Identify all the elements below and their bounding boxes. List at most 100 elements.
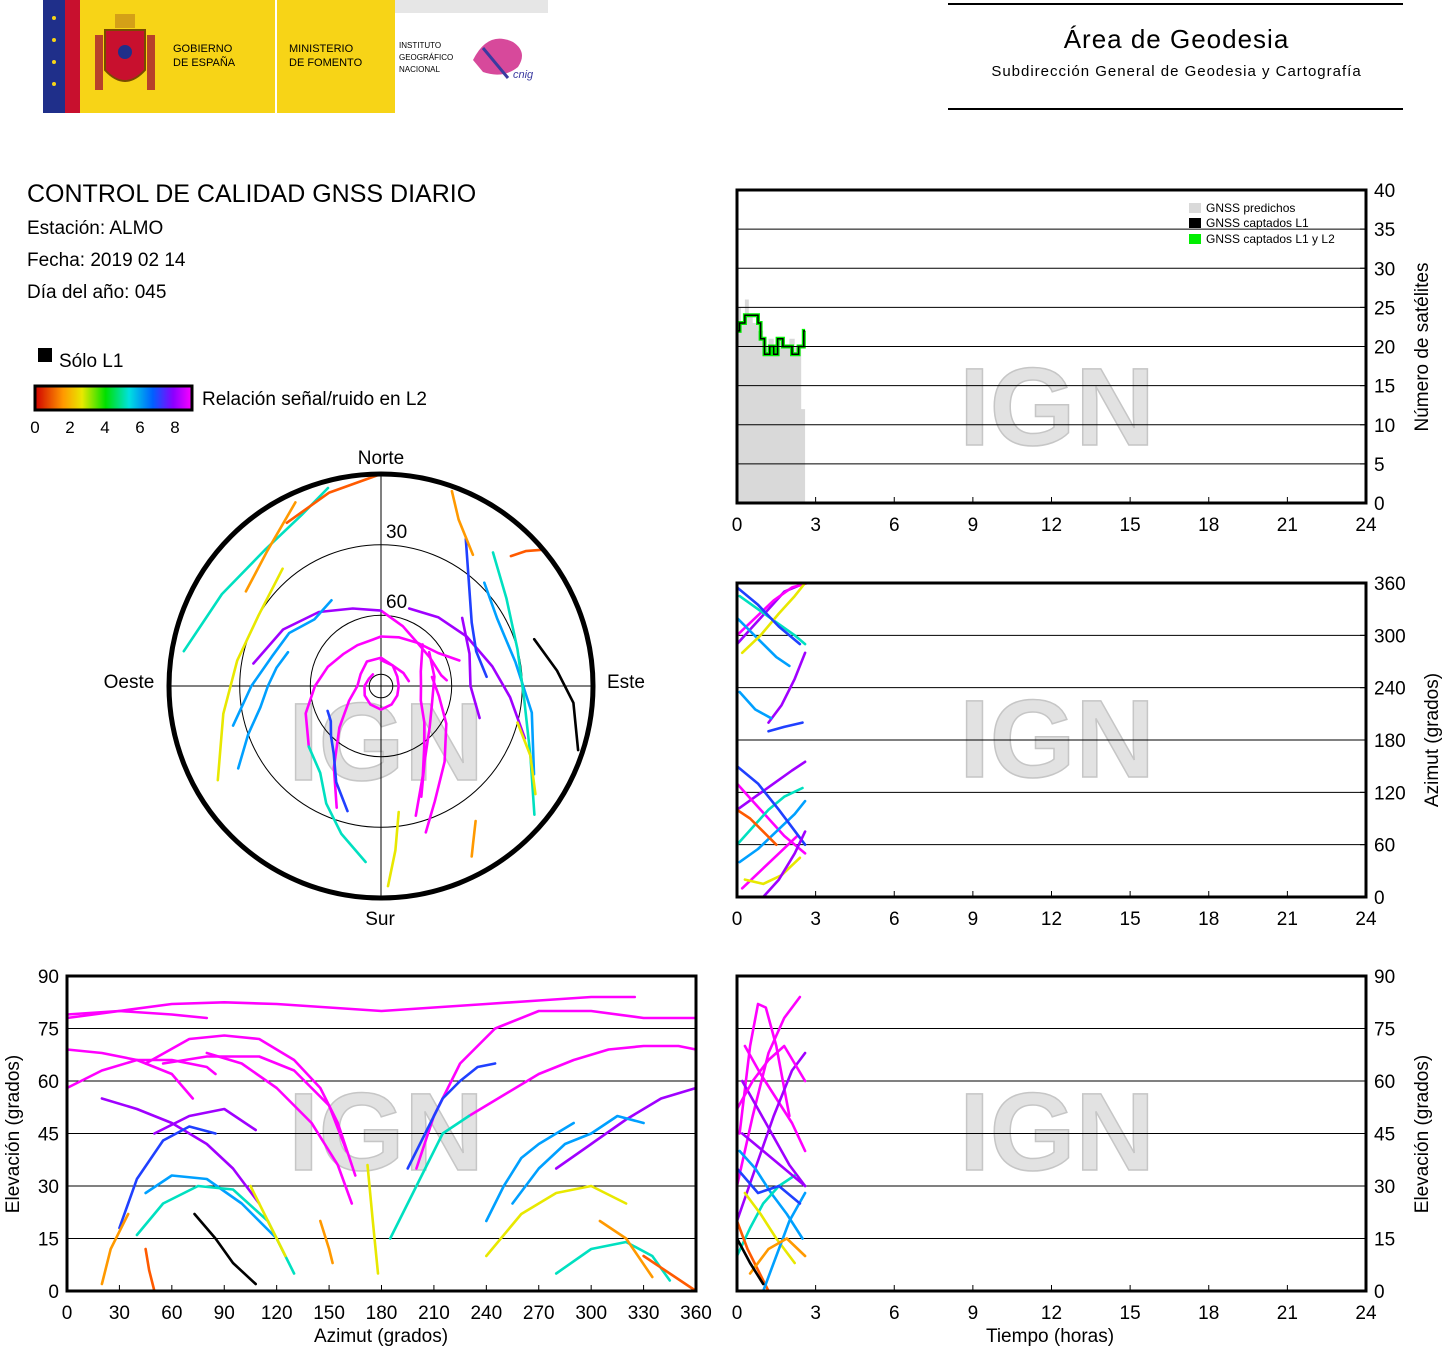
skyplot-track-19 xyxy=(285,472,383,525)
azimuth-ytick-label: 120 xyxy=(1374,783,1406,804)
azimuth-track-5 xyxy=(735,586,802,646)
snr-tick-6: 6 xyxy=(135,418,144,437)
satellite-count-chart: Número de satélites IGN05101520253035400… xyxy=(732,181,1433,536)
snr-tick-8: 8 xyxy=(170,418,179,437)
azimuth-xtick-label: 21 xyxy=(1277,909,1298,930)
legend-l1-swatch xyxy=(1189,218,1201,228)
l1-only-swatch xyxy=(38,348,52,362)
skyplot-track-23 xyxy=(532,637,580,752)
azimuth-track-4 xyxy=(740,581,807,655)
skyplot-ring60-label: 60 xyxy=(386,592,407,613)
l1-only-label: Sólo L1 xyxy=(59,351,123,372)
skyplot-track-28 xyxy=(516,721,537,796)
elaz-xtick-label: 360 xyxy=(680,1303,712,1324)
elt-grid: 0 15 30 45 60 75 90 0 3 6 9 12 15 18 21 24 xyxy=(732,967,1395,1324)
station-label: Estación: ALMO xyxy=(27,218,164,239)
legend-predicted-swatch xyxy=(1189,203,1201,213)
skyplot-track-15 xyxy=(326,709,349,813)
elt-track-8 xyxy=(743,1191,796,1265)
snr-colorbar xyxy=(33,384,194,412)
skyplot: IGN Norte Sur Este Oeste 30 60 xyxy=(104,448,645,930)
azimuth-track-15 xyxy=(743,856,802,886)
header-rule-top xyxy=(948,3,1403,5)
count-xtick-label: 9 xyxy=(968,515,979,536)
skyplot-horizon xyxy=(166,471,596,901)
skyplot-track-25 xyxy=(386,810,400,888)
skyplot-track-3 xyxy=(379,609,448,682)
azimuth-track-7 xyxy=(738,690,773,720)
elt-xtick-label: 9 xyxy=(968,1303,979,1324)
azimuth-xtick-label: 15 xyxy=(1120,909,1141,930)
azimuth-xtick-label: 0 xyxy=(732,909,743,930)
elt-watermark: IGN xyxy=(959,1071,1155,1194)
azimuth-track-8 xyxy=(767,721,804,733)
skyplot-track-6 xyxy=(424,675,448,834)
elt-xlabel: Tiempo (horas) xyxy=(986,1326,1114,1347)
skyplot-base: IGN xyxy=(169,474,593,898)
elaz-track-21 xyxy=(144,1174,278,1240)
azimuth-track-6 xyxy=(767,651,807,724)
elaz-ytick-label: 30 xyxy=(38,1177,59,1198)
skyplot-track-16 xyxy=(307,745,367,864)
elt-ytick-label: 60 xyxy=(1374,1072,1395,1093)
skyplot-track-14 xyxy=(236,650,290,770)
elaz-xtick-label: 0 xyxy=(62,1303,73,1324)
count-legend: GNSS predichos GNSS captados L1 GNSS cap… xyxy=(1189,201,1335,246)
skyplot-track-5 xyxy=(420,650,436,798)
elt-track-2 xyxy=(743,1044,807,1153)
elaz-track-26 xyxy=(144,1247,156,1293)
elaz-ytick-label: 90 xyxy=(38,967,59,988)
skyplot-ring-60 xyxy=(309,614,453,758)
elt-track-9 xyxy=(735,1219,770,1293)
elt-xtick-label: 21 xyxy=(1277,1303,1298,1324)
skyplot-track-13 xyxy=(231,599,333,727)
skyplot-north-label: Norte xyxy=(358,448,404,469)
skyplot-track-27 xyxy=(470,819,477,858)
institute-band xyxy=(395,0,548,13)
elt-ytick-label: 45 xyxy=(1374,1125,1395,1146)
elaz-track-23 xyxy=(193,1212,257,1286)
count-xtick-label: 15 xyxy=(1120,515,1141,536)
count-xtick-label: 3 xyxy=(810,515,821,536)
count-ytick-label: 0 xyxy=(1374,494,1385,515)
elaz-track-8 xyxy=(153,1107,257,1135)
azimuth-track-9 xyxy=(735,760,807,812)
count-border xyxy=(735,188,1368,505)
elaz-track-1 xyxy=(65,1009,209,1020)
elaz-track-17 xyxy=(485,1184,628,1258)
elaz-xtick-label: 150 xyxy=(313,1303,345,1324)
elt-ytick-label: 30 xyxy=(1374,1177,1395,1198)
azimuth-track-14 xyxy=(735,764,807,846)
elt-track-11 xyxy=(735,1167,802,1205)
count-grid: 0 5 10 15 20 25 30 35 40 0 3 6 9 12 15 18 21 24 xyxy=(732,181,1395,536)
azimuth-ytick-label: 0 xyxy=(1374,888,1385,909)
date-label: Fecha: 2019 02 14 xyxy=(27,250,186,271)
count-ytick-label: 25 xyxy=(1374,298,1395,319)
skyplot-track-24 xyxy=(450,489,475,557)
count-xtick-label: 12 xyxy=(1041,515,1062,536)
azimuth-ytick-label: 240 xyxy=(1374,679,1406,700)
flag-red-stripe xyxy=(65,0,80,113)
legend-l1-label: GNSS captados L1 xyxy=(1206,216,1309,230)
azimuth-ytick-label: 360 xyxy=(1374,574,1406,595)
elaz-xtick-label: 30 xyxy=(109,1303,130,1324)
elaz-xtick-label: 330 xyxy=(628,1303,660,1324)
count-ytick-label: 15 xyxy=(1374,377,1395,398)
elaz-track-24 xyxy=(100,1212,130,1286)
elaz-ytick-label: 75 xyxy=(38,1020,59,1041)
skyplot-track-17 xyxy=(216,567,284,782)
azimuth-track-16 xyxy=(761,830,807,899)
elaz-track-28 xyxy=(249,1184,287,1258)
elt-xtick-label: 15 xyxy=(1120,1303,1141,1324)
count-ytick-label: 40 xyxy=(1374,181,1395,202)
azimuth-ylabel: Azimut (grados) xyxy=(1422,673,1443,807)
logos-svg: GOBIERNO DE ESPAÑA MINISTERIO DE FOMENTO… xyxy=(43,0,548,113)
elaz-track-27 xyxy=(319,1219,334,1265)
elt-border xyxy=(735,974,1368,1293)
elaz-xtick-label: 120 xyxy=(261,1303,293,1324)
elaz-xtick-label: 210 xyxy=(418,1303,450,1324)
elaz-track-9 xyxy=(118,1125,217,1230)
elaz-track-20 xyxy=(598,1219,654,1279)
count-xtick-label: 18 xyxy=(1198,515,1219,536)
azimuth-xtick-label: 18 xyxy=(1198,909,1219,930)
